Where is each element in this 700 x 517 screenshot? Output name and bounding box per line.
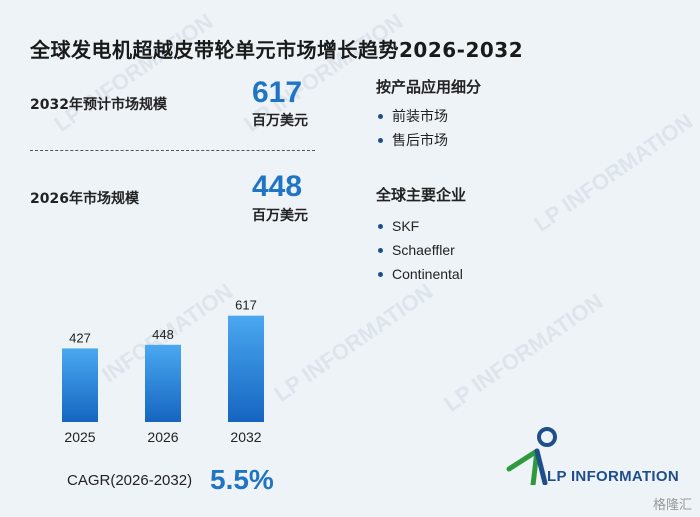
bar-value-label: 448 <box>152 327 174 342</box>
divider <box>30 150 315 151</box>
bar-value-label: 427 <box>69 330 91 345</box>
segments-title: 按产品应用细分 <box>376 78 482 96</box>
lp-information-logo-icon <box>506 427 557 485</box>
list-item: Continental <box>376 262 463 286</box>
cagr-value: 5.5% <box>210 464 274 495</box>
list-item: SKF <box>376 214 463 238</box>
metric-2032-label: 2032年预计市场规模 <box>30 97 167 113</box>
bar-2026 <box>145 344 181 422</box>
bar-2025 <box>62 348 98 422</box>
metric-2026-value: 448 <box>252 170 303 203</box>
watermark: LP INFORMATION <box>529 108 698 237</box>
watermark: LP INFORMATION <box>439 288 608 417</box>
list-item: 前装市场 <box>376 104 448 128</box>
x-tick-label: 2032 <box>230 429 261 445</box>
metric-2026-unit: 百万美元 <box>252 208 308 224</box>
bar-2032 <box>228 315 264 422</box>
companies-title: 全球主要企业 <box>376 186 467 204</box>
metric-2032-value: 617 <box>252 76 303 109</box>
list-item: Schaeffler <box>376 238 463 262</box>
x-tick-label: 2026 <box>147 429 178 445</box>
cagr-label: CAGR(2026-2032) <box>67 472 193 489</box>
segments-list: 前装市场 售后市场 <box>376 104 448 152</box>
watermark: LP INFORMATION <box>49 8 218 137</box>
x-tick-label: 2025 <box>64 429 95 445</box>
bar-value-label: 617 <box>235 300 257 313</box>
bar-chart: 427 2025 448 2026 617 2032 <box>62 300 264 445</box>
logo-text: LP INFORMATION <box>547 468 679 485</box>
page-title: 全球发电机超越皮带轮单元市场增长趋势2026-2032 <box>30 38 524 62</box>
metric-2026-label: 2026年市场规模 <box>30 191 139 207</box>
list-item: 售后市场 <box>376 128 448 152</box>
source-watermark: 格隆汇 <box>652 498 692 513</box>
companies-list: SKF Schaeffler Continental <box>376 214 463 286</box>
metric-2032-unit: 百万美元 <box>252 113 308 129</box>
